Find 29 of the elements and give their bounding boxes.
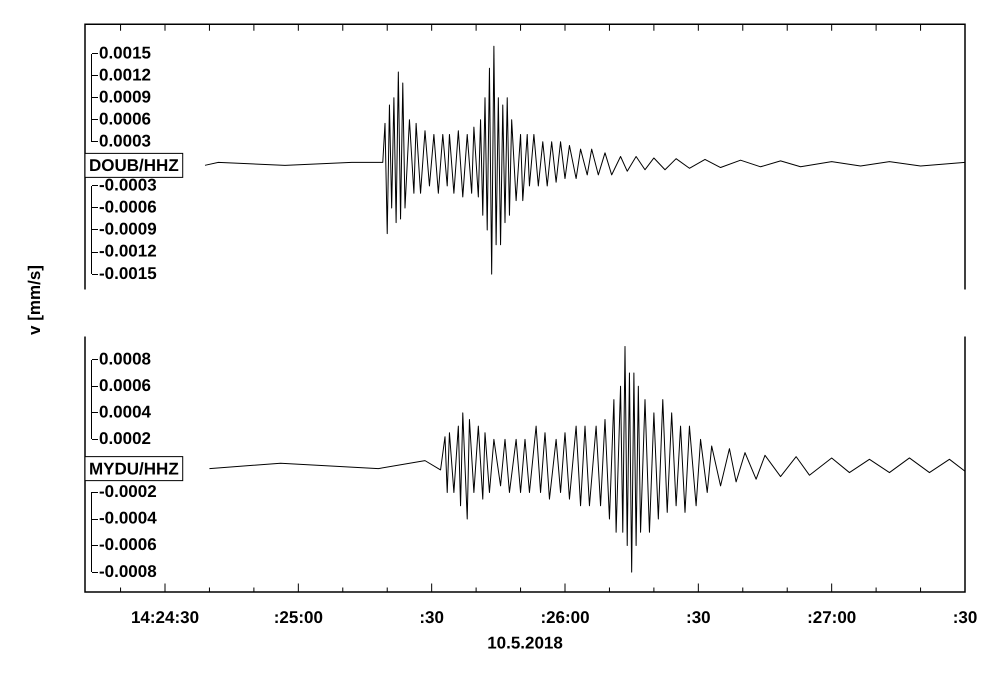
y-tick-label: -0.0015 [99, 264, 157, 283]
x-tick-label: :27:00 [807, 608, 856, 627]
y-tick-label: 0.0006 [99, 109, 151, 128]
x-tick-label: :30 [686, 608, 711, 627]
y-tick-label: -0.0006 [99, 198, 157, 217]
y-tick-label: 0.0008 [99, 349, 151, 368]
series-label: DOUB/HHZ [89, 156, 179, 176]
x-tick-label: :26:00 [540, 608, 590, 627]
x-tick-label: :30 [419, 608, 444, 627]
y-tick-label: 0.0004 [99, 402, 152, 422]
y-tick-label: 0.0002 [99, 429, 151, 448]
y-tick-label: 0.0012 [99, 65, 151, 84]
y-tick-label: -0.0008 [99, 562, 157, 581]
y-tick-label: -0.0009 [99, 220, 157, 239]
y-tick-label: -0.0012 [99, 242, 157, 261]
y-tick-label: -0.0004 [99, 508, 158, 528]
y-tick-label: -0.0006 [99, 535, 157, 554]
x-tick-label: 14:24:30 [130, 608, 200, 627]
y-tick-label: 0.0015 [99, 43, 151, 62]
y-tick-label: -0.0003 [99, 176, 157, 195]
x-axis-title: 10.5.2018 [487, 633, 563, 652]
y-tick-label: 0.0003 [99, 131, 151, 150]
x-tick-label: :30 [952, 608, 978, 627]
y-tick-label: 0.0006 [99, 376, 151, 395]
series-label: MYDU/HHZ [89, 459, 179, 478]
y-tick-label: -0.0002 [99, 482, 157, 502]
y-tick-label: 0.0009 [99, 87, 151, 106]
x-tick-label: :25:00 [274, 608, 323, 627]
y-axis-title: v [mm/s] [25, 265, 45, 335]
